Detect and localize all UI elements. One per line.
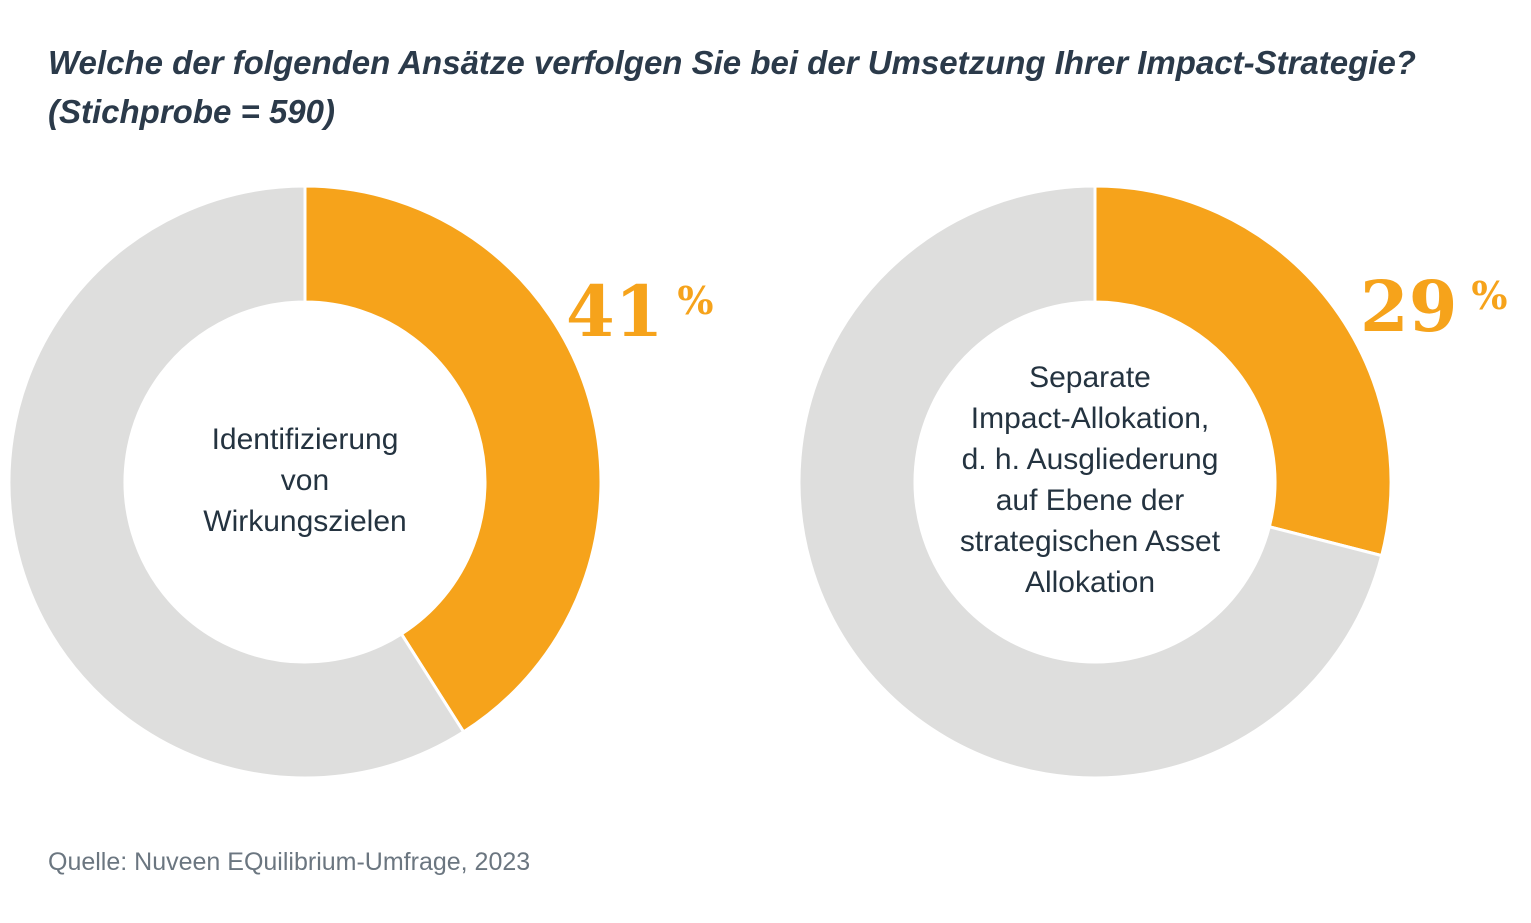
donut-2-value-unit: % — [1471, 273, 1508, 318]
donut-1-label-line: Identifizierung — [211, 422, 399, 456]
chart-title-line-1: Welche der folgenden Ansätze verfolgen S… — [48, 44, 1416, 81]
donut-2-label-line: Impact-Allokation, — [970, 402, 1210, 435]
donut-2-label-line: strategischen Asset — [959, 525, 1221, 558]
donut-1-label-line: Wirkungszielen — [203, 504, 407, 538]
chart-title: Welche der folgenden Ansätze verfolgen S… — [48, 38, 1488, 136]
donut-1-slice-remainder — [7, 184, 466, 780]
donut-2-center-label: Separate Impact-Allokation, d. h. Ausgli… — [920, 330, 1260, 630]
donut-1-center-label: Identifizierung von Wirkungszielen — [150, 330, 460, 630]
donut-2-value-label: 29% — [1360, 265, 1508, 348]
donut-2-label-line: Separate — [1029, 361, 1151, 394]
donut-1-slice-value — [303, 184, 603, 734]
donut-1-value-label: 41% — [566, 270, 714, 353]
donut-1-value-number: 41 — [566, 270, 664, 353]
donut-1-label-line: von — [280, 463, 330, 497]
donut-1-value-unit: % — [677, 278, 714, 323]
donut-2-value-number: 29 — [1360, 265, 1458, 348]
source-note: Quelle: Nuveen EQuilibrium-Umfrage, 2023 — [48, 848, 531, 876]
donut-2-label-line: d. h. Ausgliederung — [961, 443, 1219, 476]
donut-2-label-line: auf Ebene der — [995, 484, 1185, 517]
donut-2-slice-remainder — [797, 184, 1384, 780]
donut-2-slice-value — [1093, 184, 1393, 558]
chart-subtitle-sample-size: (Stichprobe = 590) — [48, 93, 335, 130]
donut-2-label-line: Allokation — [1024, 566, 1156, 599]
